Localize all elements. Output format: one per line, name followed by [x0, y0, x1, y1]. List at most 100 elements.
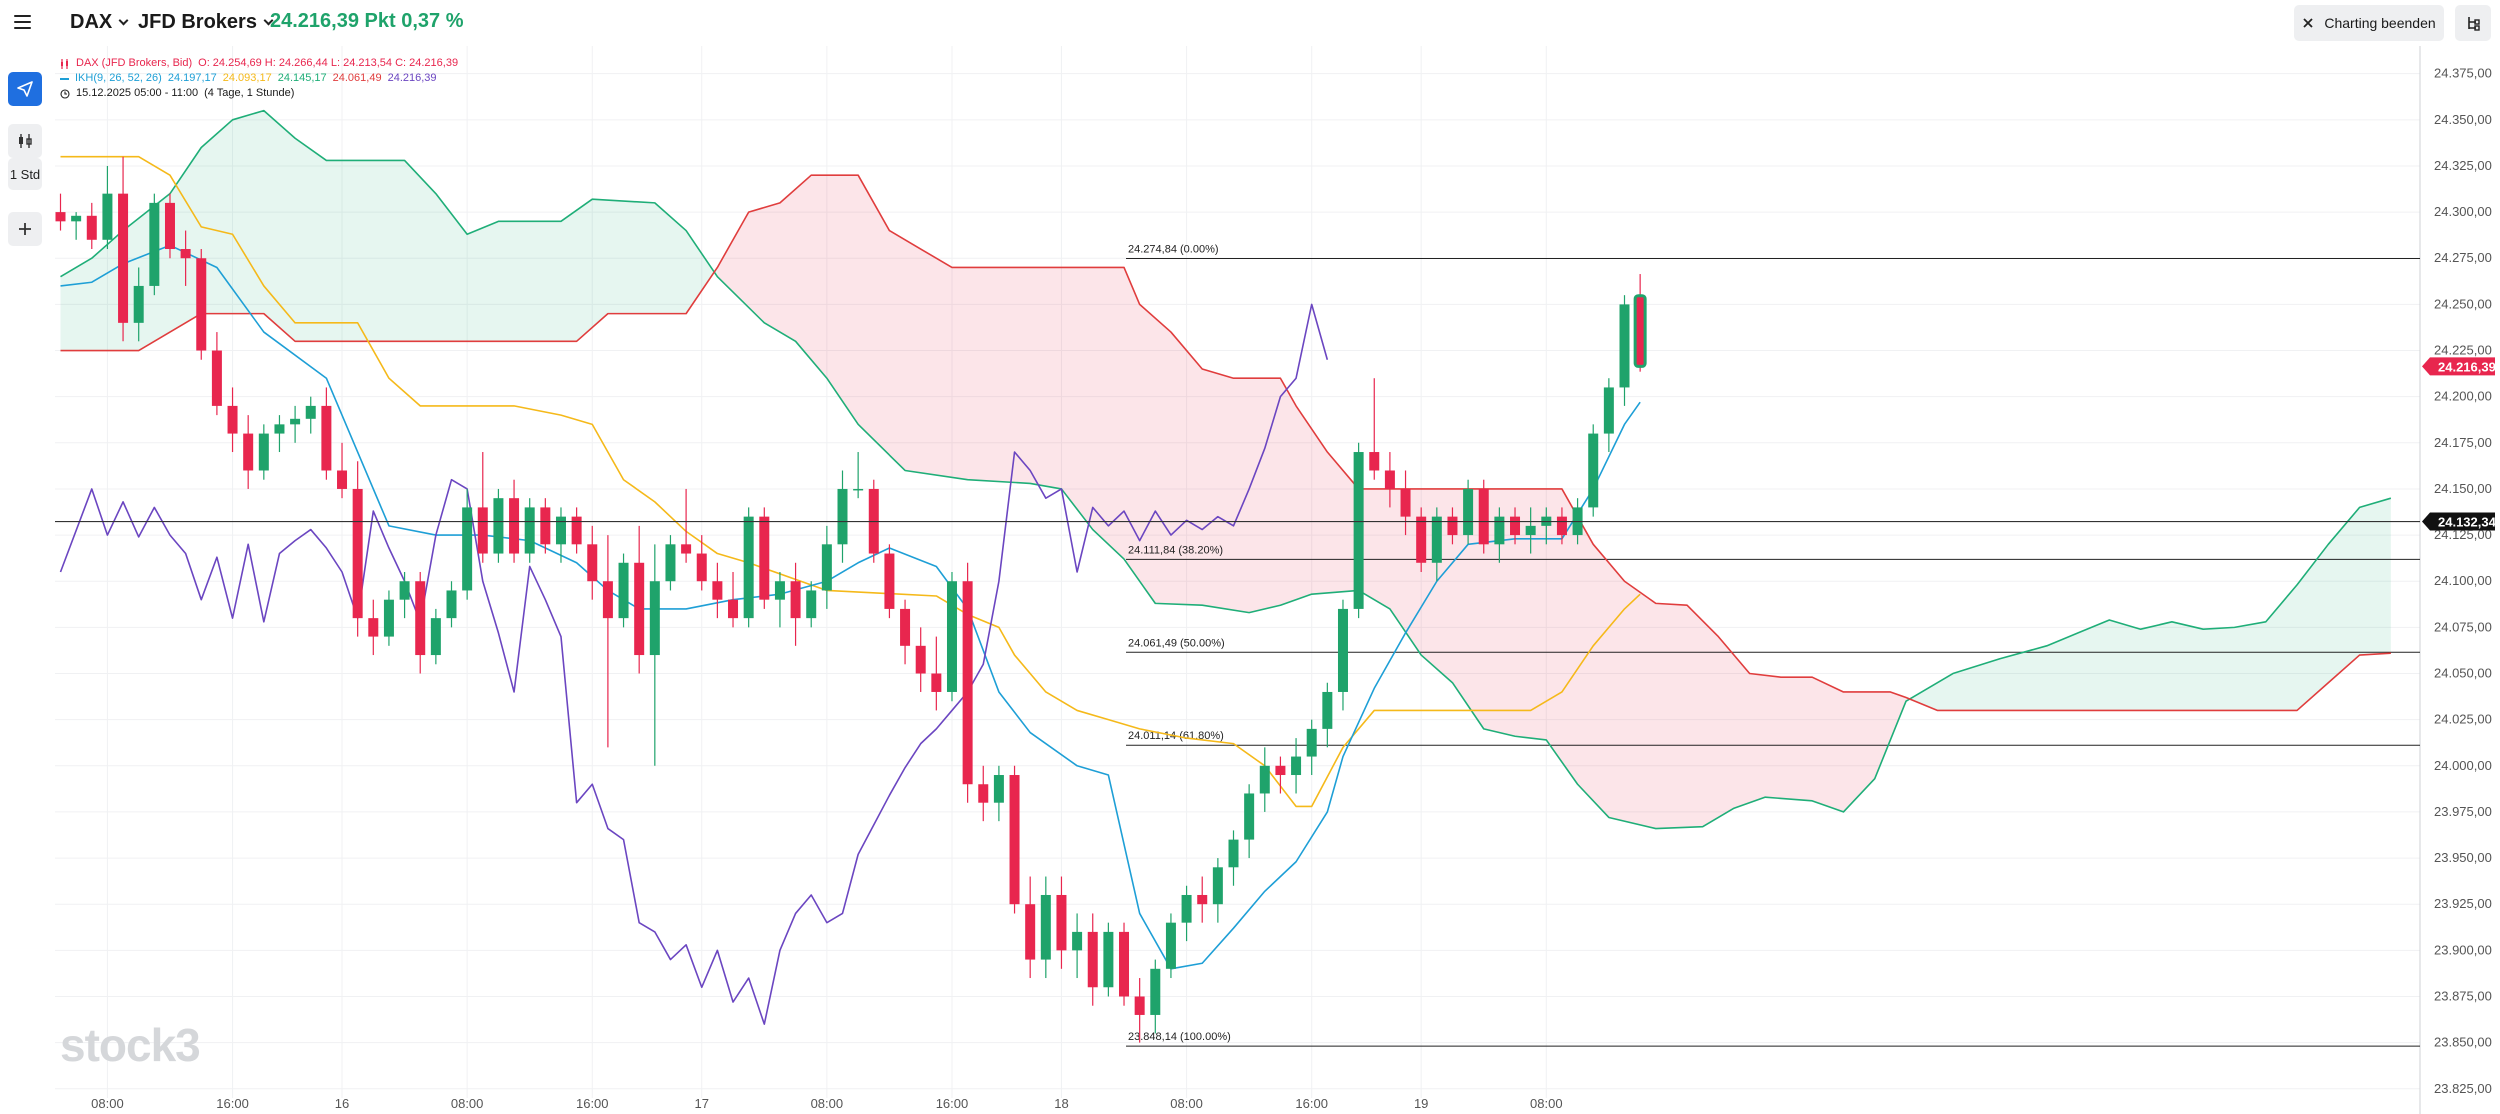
time-axis-label: 08:00 — [811, 1096, 844, 1111]
legend-spanA-value: 24.145,17 — [277, 72, 327, 84]
send-button[interactable] — [8, 72, 42, 106]
candle-body — [164, 202, 175, 250]
broker-label: JFD Brokers — [138, 10, 257, 33]
candle-body — [1228, 839, 1239, 868]
candle-body — [931, 673, 942, 692]
price-axis-label: 24.250,00 — [2434, 296, 2492, 311]
hamburger-menu-icon[interactable] — [14, 10, 38, 34]
candle-body — [555, 516, 566, 545]
legend-ohlc: O: 24.254,69 H: 24.266,44 L: 24.213,54 C… — [198, 57, 459, 69]
candle-body — [1244, 793, 1255, 840]
candle-body — [993, 775, 1004, 803]
legend-period: 15.12.2025 05:00 - 11:00 — [76, 87, 199, 99]
bullish-cloud-area — [1909, 498, 2391, 711]
candle-body — [837, 488, 848, 545]
bearish-cloud-area — [717, 175, 1910, 829]
price-change-label: 24.216,39 Pkt 0,37 % — [270, 10, 464, 32]
add-indicator-button[interactable] — [8, 212, 42, 246]
time-axis[interactable]: 08:00 16:00 16 08:00 16:00 17 08:00 16:00 18 08:0… — [91, 1096, 1562, 1111]
fib-level-label: 24.061,49 (50.00%) — [1128, 637, 1225, 649]
symbol-selector[interactable]: DAX — [70, 8, 129, 36]
candle-body — [1165, 922, 1176, 969]
fib-level-label: 24.111,84 (38.20%) — [1128, 544, 1223, 556]
candle-body — [743, 516, 754, 619]
legend-chikou-value: 24.216,39 — [387, 72, 437, 84]
candle-body — [258, 433, 269, 471]
candle-body — [946, 581, 957, 692]
layout-tree-button[interactable] — [2455, 5, 2491, 41]
symbol-label: DAX — [70, 10, 113, 33]
senkou-span-a-line — [60, 109, 2392, 830]
price-axis-label: 24.375,00 — [2434, 66, 2492, 81]
time-axis-label: 08:00 — [91, 1096, 124, 1111]
candle-body — [1040, 894, 1051, 960]
candle-body — [665, 544, 676, 582]
fib-level-label: 24.274,84 (0.00%) — [1128, 244, 1219, 256]
candle-body — [1400, 488, 1411, 517]
time-axis-label: 16:00 — [1295, 1096, 1328, 1111]
legend-range: (4 Tage, 1 Stunde) — [204, 87, 295, 99]
candle-body — [915, 645, 926, 674]
price-axis-label: 23.950,00 — [2434, 850, 2492, 865]
price-axis-label: 24.075,00 — [2434, 619, 2492, 634]
candle-body — [1134, 996, 1145, 1015]
broker-selector[interactable]: JFD Brokers — [138, 8, 274, 36]
candle-body — [1291, 756, 1302, 776]
price-axis-label: 24.225,00 — [2434, 343, 2492, 358]
price-axis-label: 24.150,00 — [2434, 481, 2492, 496]
chart-area[interactable]: 24.274,84 (0.00%) 24.111,84 (38.20%) 24.06… — [0, 46, 2500, 1114]
candle-body — [509, 498, 520, 554]
legend-period-row: 15.12.2025 05:00 - 11:00 (4 Tage, 1 Stun… — [60, 86, 458, 101]
candle-body — [1494, 516, 1505, 545]
indicator-swatch — [60, 77, 69, 80]
candle-body — [524, 507, 535, 554]
candle-body — [399, 581, 410, 600]
candle-body — [55, 212, 66, 222]
candle-body — [571, 516, 582, 545]
candle-body — [1556, 516, 1567, 536]
candle-body — [884, 553, 895, 609]
timeframe-button[interactable]: 1 Std — [8, 158, 42, 190]
candle-body — [602, 581, 613, 619]
chart-type-button[interactable] — [8, 124, 42, 158]
candle-body — [821, 544, 832, 591]
fib-level-label: 23.848,14 (100.00%) — [1128, 1031, 1231, 1043]
candle-body — [71, 215, 82, 222]
price-axis-label: 24.050,00 — [2434, 666, 2492, 681]
candle-body — [1478, 488, 1489, 545]
exit-charting-button[interactable]: Charting beenden — [2294, 5, 2444, 41]
price-axis-label: 23.975,00 — [2434, 804, 2492, 819]
candle-body — [806, 590, 817, 619]
time-axis-label: 17 — [695, 1096, 709, 1111]
bullish-cloud-area — [60, 110, 718, 351]
candle-body — [86, 215, 97, 240]
last-price-tag-bg — [2422, 357, 2495, 376]
price-axis-label: 24.200,00 — [2434, 389, 2492, 404]
price-axis-label: 23.850,00 — [2434, 1035, 2492, 1050]
candle-body — [696, 553, 707, 582]
candle-body — [493, 498, 504, 554]
legend-kijun-value: 24.093,17 — [222, 72, 272, 84]
chart-legend: DAX (JFD Brokers, Bid) O: 24.254,69 H: 2… — [60, 56, 458, 101]
candle-body — [196, 258, 207, 351]
legend-ohlc-row: DAX (JFD Brokers, Bid) O: 24.254,69 H: 2… — [60, 56, 458, 71]
horizontal-lines: 24.132,34 24.216,39 — [55, 357, 2497, 531]
candle-body — [415, 581, 426, 656]
candle-body — [243, 433, 254, 471]
price-axis-label: 24.100,00 — [2434, 573, 2492, 588]
candle-body — [728, 599, 739, 619]
candle-body — [1447, 516, 1458, 536]
candle-body — [352, 488, 363, 619]
candle-body — [305, 405, 316, 419]
candle-body — [1056, 894, 1067, 951]
stock3-watermark-logo: stock3 — [60, 1019, 201, 1071]
time-axis-label: 16 — [335, 1096, 349, 1111]
candle-body — [790, 581, 801, 619]
legend-tenkan-value: 24.197,17 — [167, 72, 217, 84]
candle-body — [634, 562, 645, 656]
candlestick-icon — [19, 134, 32, 148]
price-axis-label: 24.125,00 — [2434, 527, 2492, 542]
candle-body — [1072, 931, 1083, 951]
candle-body — [462, 507, 473, 591]
price-axis[interactable]: 24.375,00 24.350,00 24.325,00 24.300,00 24.2… — [2434, 66, 2492, 1096]
